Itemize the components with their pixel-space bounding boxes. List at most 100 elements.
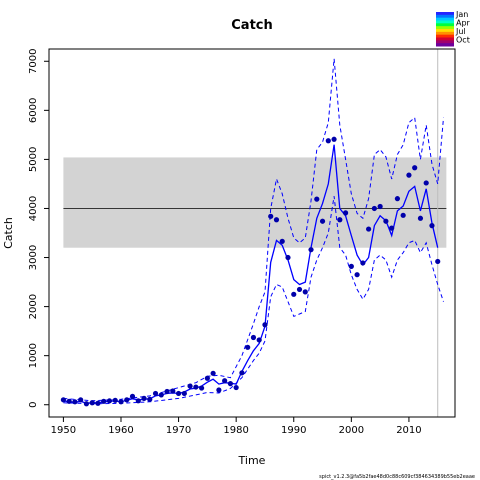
data-point [377, 203, 383, 210]
data-point [291, 291, 297, 297]
data-point [348, 263, 354, 269]
data-point [124, 397, 130, 403]
y-tick-label: 0 [28, 402, 39, 408]
data-point [227, 381, 234, 387]
observed-catch-points [60, 136, 441, 407]
data-point [389, 225, 395, 231]
data-point [337, 217, 343, 223]
data-point [256, 337, 262, 343]
data-point [279, 238, 285, 244]
data-point [383, 218, 389, 224]
data-point [423, 180, 429, 186]
legend-color-swatch [436, 12, 454, 16]
data-point [302, 289, 308, 295]
data-point [308, 247, 314, 253]
data-point [400, 212, 406, 218]
data-point [360, 260, 366, 266]
data-point [193, 384, 199, 390]
data-point [164, 388, 170, 395]
data-point [435, 258, 441, 265]
data-point [141, 395, 147, 401]
data-point [325, 138, 331, 144]
data-point [331, 136, 337, 142]
data-point [216, 387, 222, 393]
data-point [366, 226, 372, 232]
x-tick-label: 1970 [166, 425, 191, 436]
data-point [204, 375, 210, 381]
data-point [118, 399, 124, 405]
data-point [95, 400, 101, 406]
data-point [262, 322, 268, 328]
data-point [250, 334, 257, 341]
y-tick-label: 4000 [28, 196, 39, 221]
y-tick-label: 5000 [28, 147, 39, 172]
data-point [60, 397, 66, 403]
x-axis: 1950 1960 1970 1980 1990 2000 2010 [51, 417, 422, 436]
x-tick-label: 1950 [51, 425, 76, 436]
data-point [233, 384, 239, 391]
data-point [273, 217, 280, 223]
legend-label: Jul [455, 27, 466, 36]
reference-band [63, 157, 447, 248]
x-tick-label: 1980 [223, 425, 248, 436]
data-point [239, 370, 245, 376]
ci-upper-line [63, 58, 444, 402]
data-point [83, 401, 90, 407]
data-point [319, 218, 326, 224]
data-point [89, 400, 95, 406]
data-point [72, 399, 78, 405]
data-point [285, 254, 291, 261]
data-point [135, 398, 141, 404]
legend-color-swatch [436, 26, 454, 30]
legend-label: Oct [456, 36, 470, 45]
x-tick-label: 2010 [396, 425, 421, 436]
version-footer: spict_v1.2.3@fa5b2fae48d0c88c609cf384634… [319, 474, 475, 480]
data-point [187, 383, 193, 389]
data-point [412, 165, 418, 171]
legend-color-swatch [436, 43, 454, 47]
data-point [429, 223, 435, 229]
legend-color-swatch [436, 31, 454, 36]
data-point [101, 398, 107, 404]
data-point [152, 390, 159, 397]
legend-color-swatch [436, 17, 454, 21]
data-point [210, 370, 216, 376]
legend-color-swatch [436, 40, 454, 44]
data-point [181, 390, 187, 397]
plot-frame [48, 48, 456, 418]
data-point [394, 196, 401, 202]
data-point [417, 215, 424, 221]
chart-title: Catch [231, 18, 273, 33]
data-point [199, 385, 205, 391]
legend-label: Apr [456, 19, 471, 28]
y-tick-label: 6000 [28, 98, 39, 123]
y-tick-label: 2000 [28, 294, 39, 319]
data-point [175, 390, 182, 397]
legend-color-swatch [436, 29, 454, 33]
y-axis: 0 1000 2000 3000 4000 5000 6000 7000 [28, 49, 49, 408]
y-tick-label: 7000 [28, 49, 39, 74]
data-point [78, 397, 84, 403]
y-axis-label: Catch [2, 217, 15, 249]
legend-color-swatch [436, 37, 454, 41]
data-point [245, 344, 251, 350]
data-point [112, 397, 118, 403]
legend-color-swatch [436, 34, 454, 38]
data-point [296, 286, 303, 293]
legend-label: Jan [455, 10, 468, 19]
legend-color-swatch [436, 14, 454, 19]
data-point [129, 393, 136, 399]
data-point [314, 196, 320, 202]
legend-color-swatch [436, 20, 454, 24]
x-axis-label: Time [238, 454, 266, 467]
ci-lower-line [63, 196, 444, 405]
x-tick-label: 1960 [108, 425, 133, 436]
x-tick-label: 2000 [339, 425, 364, 436]
data-point [147, 396, 153, 402]
data-point [158, 392, 164, 398]
data-point [170, 388, 176, 394]
data-point [342, 210, 349, 216]
y-tick-label: 3000 [28, 245, 39, 270]
